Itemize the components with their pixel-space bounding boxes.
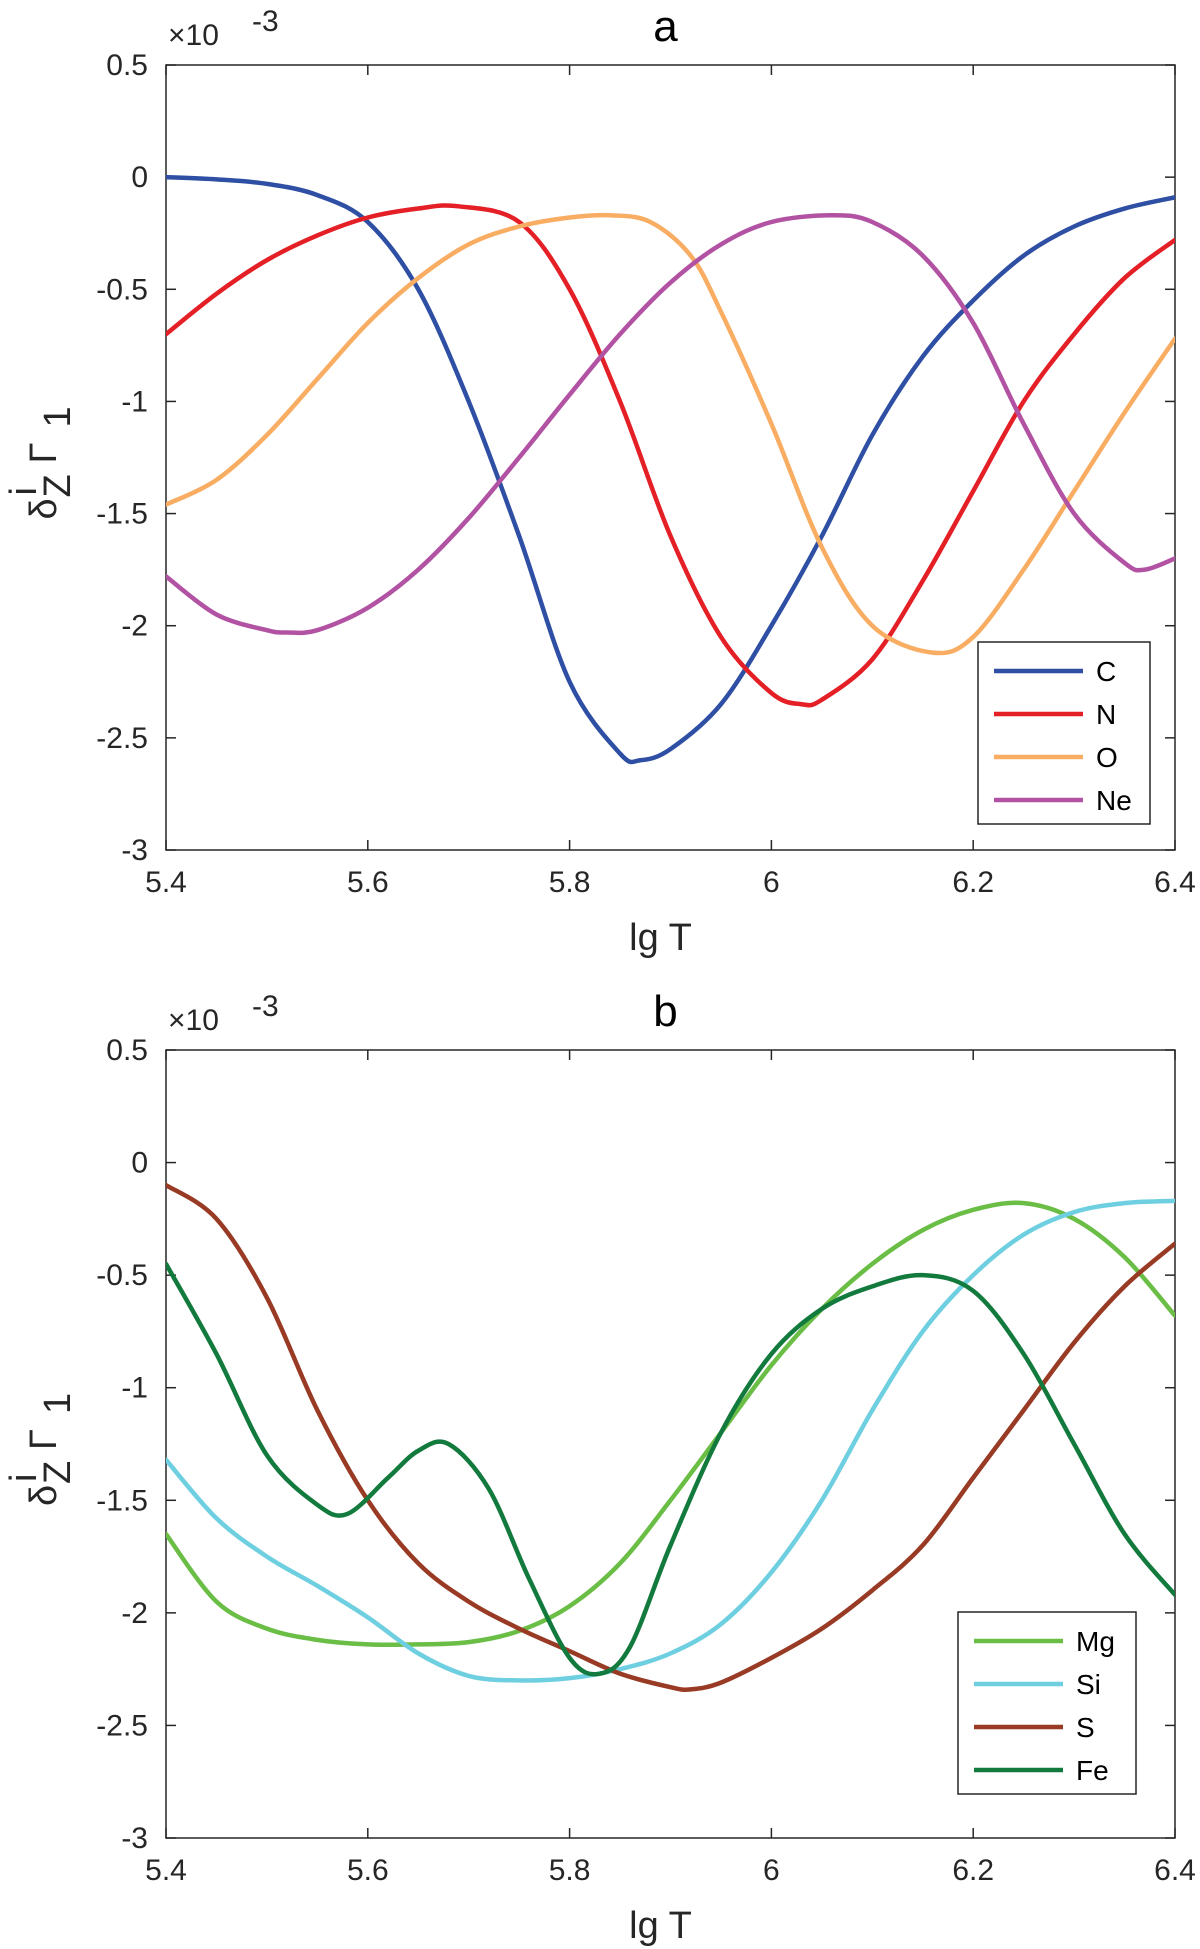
panel-title: a: [653, 2, 678, 51]
series-line-c: [166, 174, 1175, 765]
x-tick-label: 5.6: [347, 866, 389, 899]
x-tick-label: 5.8: [549, 1854, 591, 1887]
series-line-mg: [166, 1200, 1175, 1648]
legend-label-s: S: [1076, 1712, 1095, 1743]
y-tick-label: 0.5: [106, 49, 148, 82]
x-tick-label: 5.4: [145, 866, 187, 899]
legend: Mg Si S Fe: [957, 1611, 1137, 1795]
x-tick-label: 6.4: [1154, 866, 1196, 899]
panel-title: b: [653, 987, 677, 1036]
series-line-o: [166, 212, 1175, 656]
y-tick-label: -2: [121, 1597, 148, 1630]
legend-label-si: Si: [1076, 1669, 1101, 1700]
y-tick-label: -2.5: [96, 722, 148, 755]
series-line-si: [166, 1198, 1175, 1683]
x-tick-label: 5.4: [145, 1854, 187, 1887]
y-tick-label: -3: [121, 1822, 148, 1855]
legend-label-n: N: [1096, 699, 1116, 730]
legend-label-ne: Ne: [1096, 785, 1132, 816]
y-tick-label: 0.5: [106, 1034, 148, 1067]
series-line-s: [166, 1182, 1175, 1692]
legend-label-mg: Mg: [1076, 1626, 1115, 1657]
y-axis-label-sub: Z: [37, 474, 79, 497]
y-multiplier-label: ×10: [168, 1004, 219, 1037]
y-tick-label: -3: [121, 834, 148, 867]
x-axis-label: lg T: [629, 917, 692, 959]
y-tick-label: -1.5: [96, 498, 148, 531]
y-tick-label: -1: [121, 385, 148, 418]
legend-label-o: O: [1096, 742, 1118, 773]
series-line-ne: [166, 213, 1175, 636]
series-line-n: [166, 203, 1175, 708]
y-axis-label-sup: i: [3, 1474, 45, 1482]
legend: CNO Ne: [977, 641, 1151, 825]
legend-label-c: C: [1096, 656, 1116, 687]
y-axis-label-gamma: Γ: [23, 1429, 65, 1450]
y-tick-label: 0: [131, 161, 148, 194]
series-group: [166, 1182, 1175, 1692]
x-axis-label: lg T: [629, 1905, 692, 1947]
y-tick-label: -0.5: [96, 273, 148, 306]
x-tick-label: 6: [763, 866, 780, 899]
chart-panel-a: 5.4 5.6 5.8 6 6.2 6.4 0.5 0 -0.5 -1 -1.5 -2 -2.5 -3 ×1…: [3, 2, 1196, 959]
y-axis-label-gamma-sub: 1: [37, 406, 79, 427]
y-axis-label-sub: Z: [37, 1461, 79, 1484]
x-tick-label: 6.2: [952, 866, 994, 899]
x-tick-label: 5.8: [549, 866, 591, 899]
y-axis-label-delta: δ: [23, 498, 65, 519]
y-axis-label-delta: δ: [23, 1485, 65, 1506]
x-tick-label: 5.6: [347, 1854, 389, 1887]
y-multiplier-label: ×10: [168, 19, 219, 52]
x-tick-label: 6.2: [952, 1854, 994, 1887]
y-tick-label: -2: [121, 610, 148, 643]
y-multiplier-exponent: -3: [252, 990, 279, 1023]
chart-panel-b: 5.4 5.6 5.8 6 6.2 6.4 0.5 0 -0.5 -1 -1.5 -2 -2.5 -3 ×1…: [3, 987, 1196, 1947]
y-tick-label: -0.5: [96, 1259, 148, 1292]
series-group: [166, 174, 1175, 765]
series-line-fe: [166, 1261, 1175, 1677]
x-tick-label: 6: [763, 1854, 780, 1887]
x-tick-label: 6.4: [1154, 1854, 1196, 1887]
y-axis-label-gamma-sub: 1: [37, 1393, 79, 1414]
y-tick-label: -1: [121, 1372, 148, 1405]
legend-label-fe: Fe: [1076, 1755, 1109, 1786]
y-axis-label-gamma: Γ: [23, 443, 65, 464]
y-multiplier-exponent: -3: [252, 5, 279, 38]
y-tick-label: -1.5: [96, 1484, 148, 1517]
y-axis-label-sup: i: [3, 487, 45, 495]
y-tick-label: -2.5: [96, 1709, 148, 1742]
y-tick-label: 0: [131, 1147, 148, 1180]
